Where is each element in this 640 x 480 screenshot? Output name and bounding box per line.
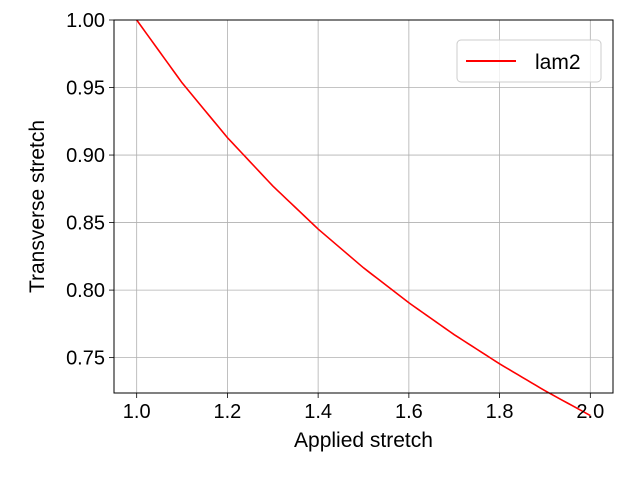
x-tick-label: 1.8 <box>486 401 514 423</box>
y-axis-label: Transverse stretch <box>26 120 49 293</box>
legend-box <box>456 39 602 83</box>
legend-label-lam2: lam2 <box>535 51 581 74</box>
y-tick-label: 1.00 <box>66 10 105 32</box>
y-tick-label: 0.95 <box>66 78 105 100</box>
x-axis-label: Applied stretch <box>294 429 433 452</box>
y-tick-label: 0.85 <box>66 213 105 235</box>
y-tick-label: 0.80 <box>66 280 105 302</box>
x-tick-label: 1.2 <box>214 401 242 423</box>
x-axis: 1.0 1.2 1.4 1.6 1.8 2.0 <box>123 393 604 423</box>
x-tick-label: 1.0 <box>123 401 151 423</box>
x-tick-label: 1.4 <box>304 401 332 423</box>
x-tick-label: 1.6 <box>395 401 423 423</box>
series-layer <box>136 19 591 417</box>
x-tick-label: 2.0 <box>576 401 604 423</box>
y-axis: 0.75 0.80 0.85 0.90 0.95 1.00 <box>66 10 114 370</box>
y-tick-label: 0.90 <box>66 145 105 167</box>
legend: lam2 <box>456 39 602 83</box>
grid <box>114 19 613 393</box>
series-line-lam2 <box>136 19 591 417</box>
y-tick-label: 0.75 <box>66 348 105 370</box>
plot-frame <box>113 19 614 394</box>
